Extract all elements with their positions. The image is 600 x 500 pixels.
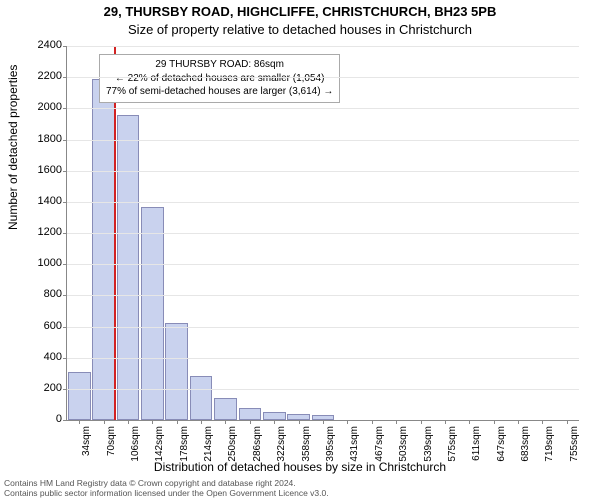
page-title-address: 29, THURSBY ROAD, HIGHCLIFFE, CHRISTCHUR… (0, 4, 600, 19)
footer-line-2: Contains public sector information licen… (4, 488, 596, 498)
y-tick-mark (63, 358, 67, 359)
x-tick-mark (372, 420, 373, 424)
chart-legend-box: 29 THURSBY ROAD: 86sqm ← 22% of detached… (99, 54, 340, 103)
x-tick-mark (421, 420, 422, 424)
x-tick-mark (347, 420, 348, 424)
x-tick-label: 214sqm (203, 426, 214, 476)
footer-attribution: Contains HM Land Registry data © Crown c… (4, 478, 596, 498)
y-tick-mark (63, 420, 67, 421)
histogram-bar (239, 408, 262, 420)
y-tick-label: 0 (22, 413, 62, 425)
x-tick-mark (201, 420, 202, 424)
x-tick-mark (79, 420, 80, 424)
y-tick-mark (63, 295, 67, 296)
y-tick-mark (63, 202, 67, 203)
gridline (67, 171, 579, 172)
x-tick-label: 322sqm (276, 426, 287, 476)
x-tick-label: 503sqm (398, 426, 409, 476)
y-tick-label: 2000 (22, 101, 62, 113)
y-tick-mark (63, 46, 67, 47)
y-tick-label: 1600 (22, 164, 62, 176)
x-tick-mark (518, 420, 519, 424)
legend-line-3: 77% of semi-detached houses are larger (… (106, 85, 333, 99)
gridline (67, 140, 579, 141)
y-axis-label: Number of detached properties (6, 65, 20, 230)
gridline (67, 77, 579, 78)
x-tick-mark (567, 420, 568, 424)
x-tick-label: 142sqm (154, 426, 165, 476)
x-tick-mark (299, 420, 300, 424)
x-tick-mark (152, 420, 153, 424)
y-tick-mark (63, 264, 67, 265)
y-tick-label: 2200 (22, 70, 62, 82)
y-tick-mark (63, 77, 67, 78)
gridline (67, 264, 579, 265)
gridline (67, 358, 579, 359)
y-tick-mark (63, 171, 67, 172)
y-tick-mark (63, 327, 67, 328)
x-tick-label: 539sqm (423, 426, 434, 476)
x-tick-label: 34sqm (81, 426, 92, 476)
x-tick-label: 611sqm (471, 426, 482, 476)
y-tick-mark (63, 233, 67, 234)
legend-line-2: ← 22% of detached houses are smaller (1,… (106, 72, 333, 86)
gridline (67, 46, 579, 47)
histogram-bar (214, 398, 237, 420)
page-subtitle: Size of property relative to detached ho… (0, 22, 600, 37)
x-tick-mark (225, 420, 226, 424)
histogram-bar (117, 115, 140, 420)
y-tick-label: 2400 (22, 39, 62, 51)
x-tick-label: 719sqm (544, 426, 555, 476)
histogram-bar (68, 372, 91, 420)
x-tick-mark (396, 420, 397, 424)
x-tick-mark (274, 420, 275, 424)
footer-line-1: Contains HM Land Registry data © Crown c… (4, 478, 596, 488)
histogram-bar (165, 323, 188, 420)
x-tick-label: 70sqm (106, 426, 117, 476)
x-tick-mark (177, 420, 178, 424)
y-tick-label: 1800 (22, 133, 62, 145)
x-tick-mark (445, 420, 446, 424)
y-tick-label: 600 (22, 320, 62, 332)
gridline (67, 327, 579, 328)
y-tick-label: 800 (22, 288, 62, 300)
histogram-bar (190, 376, 213, 420)
gridline (67, 108, 579, 109)
x-tick-mark (469, 420, 470, 424)
histogram-bar (263, 412, 286, 420)
x-tick-mark (542, 420, 543, 424)
gridline (67, 202, 579, 203)
x-tick-label: 178sqm (179, 426, 190, 476)
x-tick-label: 395sqm (325, 426, 336, 476)
y-tick-label: 1400 (22, 195, 62, 207)
y-tick-label: 1200 (22, 226, 62, 238)
y-tick-mark (63, 140, 67, 141)
x-tick-label: 683sqm (520, 426, 531, 476)
x-tick-label: 647sqm (496, 426, 507, 476)
gridline (67, 295, 579, 296)
y-tick-label: 1000 (22, 257, 62, 269)
histogram-bar (92, 79, 115, 420)
x-tick-mark (323, 420, 324, 424)
x-tick-label: 575sqm (447, 426, 458, 476)
x-tick-mark (104, 420, 105, 424)
y-tick-mark (63, 389, 67, 390)
x-tick-label: 467sqm (374, 426, 385, 476)
legend-line-1: 29 THURSBY ROAD: 86sqm (106, 58, 333, 72)
gridline (67, 233, 579, 234)
x-tick-label: 250sqm (227, 426, 238, 476)
x-tick-label: 286sqm (252, 426, 263, 476)
y-tick-mark (63, 108, 67, 109)
y-tick-label: 400 (22, 351, 62, 363)
x-tick-label: 431sqm (349, 426, 360, 476)
x-tick-label: 755sqm (569, 426, 580, 476)
x-tick-mark (128, 420, 129, 424)
x-tick-mark (250, 420, 251, 424)
x-tick-label: 106sqm (130, 426, 141, 476)
x-tick-label: 358sqm (301, 426, 312, 476)
chart-plot-area: 29 THURSBY ROAD: 86sqm ← 22% of detached… (66, 46, 579, 421)
gridline (67, 389, 579, 390)
y-tick-label: 200 (22, 382, 62, 394)
x-tick-mark (494, 420, 495, 424)
